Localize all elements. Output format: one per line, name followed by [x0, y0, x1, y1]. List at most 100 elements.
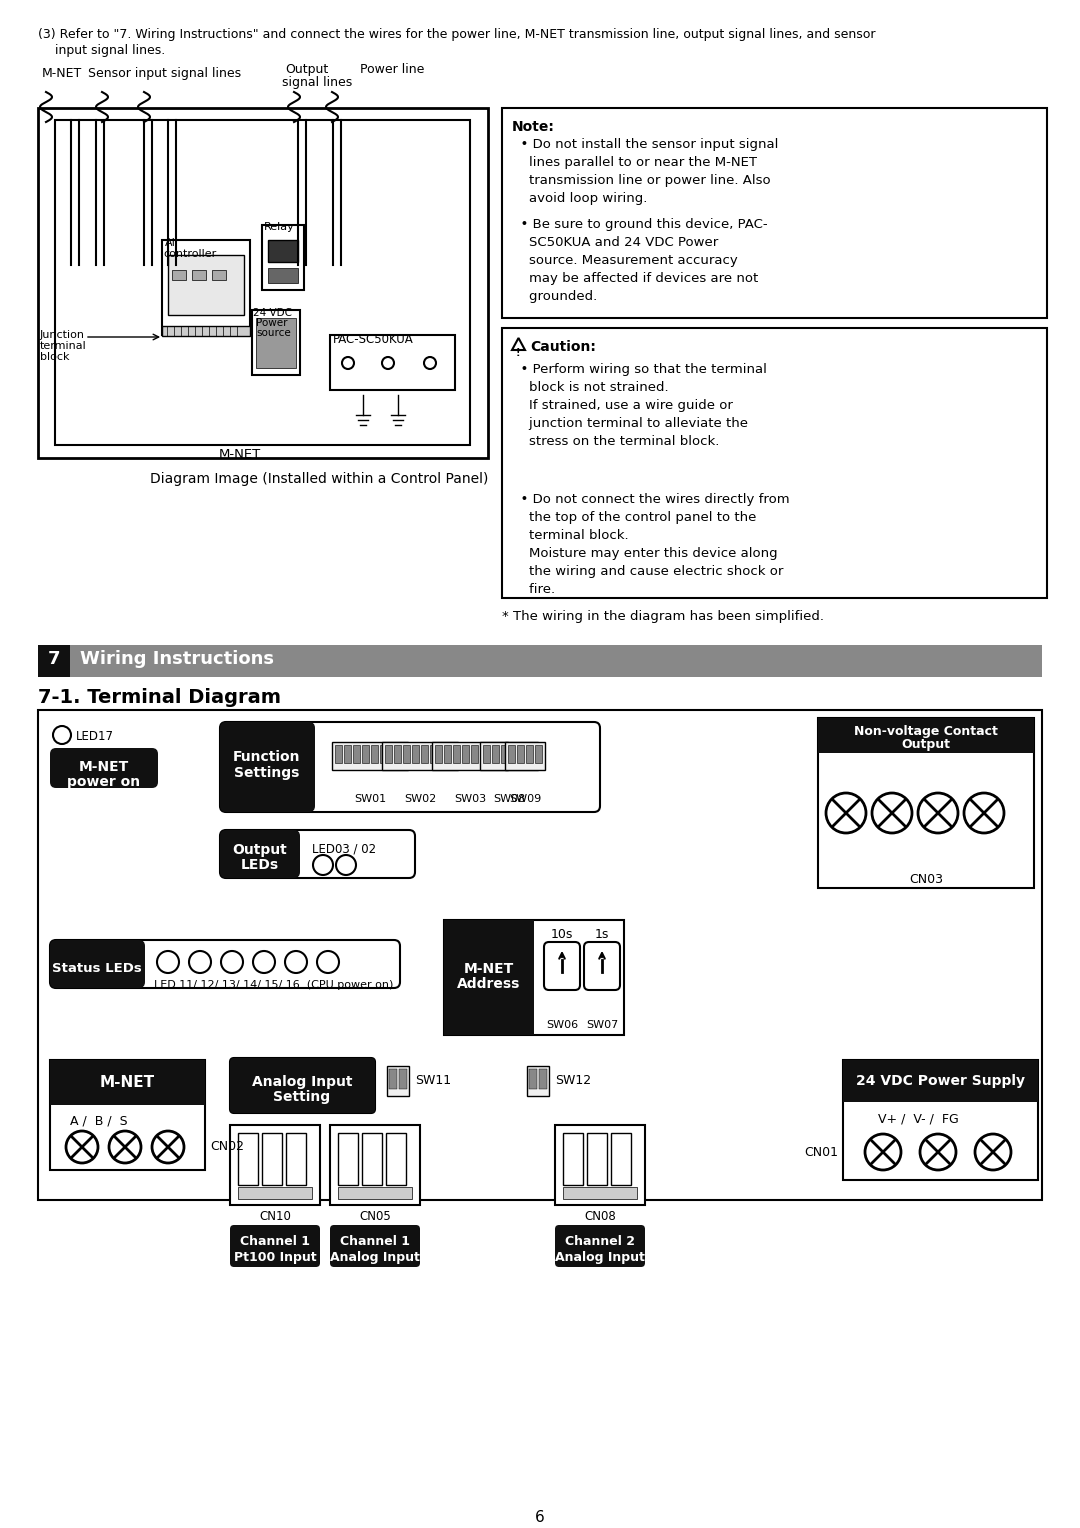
Bar: [502, 108, 1047, 318]
Bar: [432, 743, 508, 770]
Bar: [399, 1070, 407, 1089]
FancyBboxPatch shape: [555, 1225, 645, 1267]
Text: M-NET: M-NET: [79, 759, 130, 775]
Bar: [162, 240, 249, 335]
Text: * The wiring in the diagram has been simplified.: * The wiring in the diagram has been sim…: [502, 610, 824, 623]
Bar: [501, 746, 508, 762]
Text: Address: Address: [457, 976, 521, 992]
Bar: [435, 746, 442, 762]
Bar: [50, 1060, 205, 1105]
Bar: [563, 1187, 637, 1199]
Text: V+ /  V- /  FG: V+ / V- / FG: [878, 1112, 959, 1125]
Bar: [438, 746, 446, 762]
Bar: [38, 711, 1042, 1199]
Circle shape: [285, 950, 307, 973]
Bar: [471, 746, 478, 762]
Bar: [399, 746, 405, 762]
Text: • Be sure to ground this device, PAC-
    SC50KUA and 24 VDC Power
    source. M: • Be sure to ground this device, PAC- SC…: [512, 219, 768, 303]
Bar: [843, 1060, 1038, 1180]
Text: SW11: SW11: [415, 1074, 451, 1086]
Bar: [483, 746, 490, 762]
Bar: [268, 267, 298, 283]
Bar: [526, 746, 534, 762]
Text: SW01: SW01: [354, 795, 386, 804]
Bar: [444, 746, 451, 762]
Text: 7-1. Terminal Diagram: 7-1. Terminal Diagram: [38, 688, 281, 707]
Bar: [38, 645, 1042, 677]
Bar: [480, 746, 487, 762]
Bar: [421, 746, 428, 762]
FancyBboxPatch shape: [220, 723, 315, 811]
FancyBboxPatch shape: [220, 723, 600, 811]
FancyBboxPatch shape: [330, 1225, 420, 1267]
Circle shape: [253, 950, 275, 973]
Text: SW06: SW06: [545, 1021, 578, 1030]
Bar: [168, 255, 244, 315]
Text: PAC-SC50KUA: PAC-SC50KUA: [333, 333, 414, 345]
Bar: [330, 335, 455, 390]
Bar: [430, 746, 437, 762]
Bar: [462, 746, 469, 762]
FancyBboxPatch shape: [544, 941, 580, 990]
Bar: [588, 1132, 607, 1186]
Text: Junction: Junction: [40, 330, 85, 341]
Bar: [517, 746, 524, 762]
Text: M-NET: M-NET: [219, 448, 261, 461]
Text: • Do not install the sensor input signal
    lines parallel to or near the M-NET: • Do not install the sensor input signal…: [512, 138, 779, 205]
Text: Note:: Note:: [512, 121, 555, 134]
Text: (3) Refer to "7. Wiring Instructions" and connect the wires for the power line, : (3) Refer to "7. Wiring Instructions" an…: [38, 28, 876, 41]
Text: Diagram Image (Installed within a Control Panel): Diagram Image (Installed within a Contro…: [150, 472, 488, 486]
Bar: [286, 1132, 306, 1186]
Circle shape: [382, 358, 394, 368]
Bar: [519, 746, 526, 762]
Bar: [411, 746, 419, 762]
Text: LEDs: LEDs: [241, 859, 279, 872]
Bar: [55, 121, 470, 445]
Bar: [162, 325, 249, 336]
FancyBboxPatch shape: [220, 830, 415, 879]
Bar: [38, 645, 70, 677]
Bar: [389, 1070, 397, 1089]
Text: block: block: [40, 351, 69, 362]
Bar: [387, 1067, 409, 1096]
Text: Power: Power: [256, 318, 287, 329]
Text: Channel 1: Channel 1: [340, 1235, 410, 1248]
Bar: [389, 746, 396, 762]
Bar: [843, 1060, 1038, 1102]
Bar: [230, 1125, 320, 1206]
Circle shape: [157, 950, 179, 973]
Text: terminal: terminal: [40, 341, 86, 351]
Text: CN03: CN03: [909, 872, 943, 886]
Bar: [502, 329, 1047, 597]
Text: SW12: SW12: [555, 1074, 591, 1086]
Bar: [50, 1060, 205, 1170]
Bar: [382, 743, 458, 770]
FancyBboxPatch shape: [584, 941, 620, 990]
Text: 7: 7: [48, 649, 60, 668]
Bar: [480, 743, 538, 770]
Text: • Do not connect the wires directly from
    the top of the control panel to the: • Do not connect the wires directly from…: [512, 494, 789, 596]
Bar: [508, 746, 515, 762]
Bar: [172, 270, 186, 280]
Bar: [539, 1070, 546, 1089]
Bar: [268, 240, 298, 261]
Bar: [372, 746, 378, 762]
Text: source: source: [256, 329, 291, 338]
Bar: [262, 225, 303, 290]
Text: Status LEDs: Status LEDs: [52, 963, 141, 975]
FancyBboxPatch shape: [230, 1225, 320, 1267]
Circle shape: [189, 950, 211, 973]
Circle shape: [336, 856, 356, 876]
Bar: [212, 270, 226, 280]
Bar: [362, 746, 369, 762]
Circle shape: [221, 950, 243, 973]
Text: LED03 / 02: LED03 / 02: [312, 842, 376, 856]
Text: Non-voltage Contact: Non-voltage Contact: [854, 724, 998, 738]
Text: Analog Input: Analog Input: [330, 1251, 420, 1264]
Bar: [492, 746, 499, 762]
Text: power on: power on: [67, 775, 140, 788]
Bar: [818, 718, 1034, 888]
Bar: [38, 108, 488, 458]
Bar: [489, 746, 496, 762]
Text: CN01: CN01: [804, 1146, 838, 1158]
